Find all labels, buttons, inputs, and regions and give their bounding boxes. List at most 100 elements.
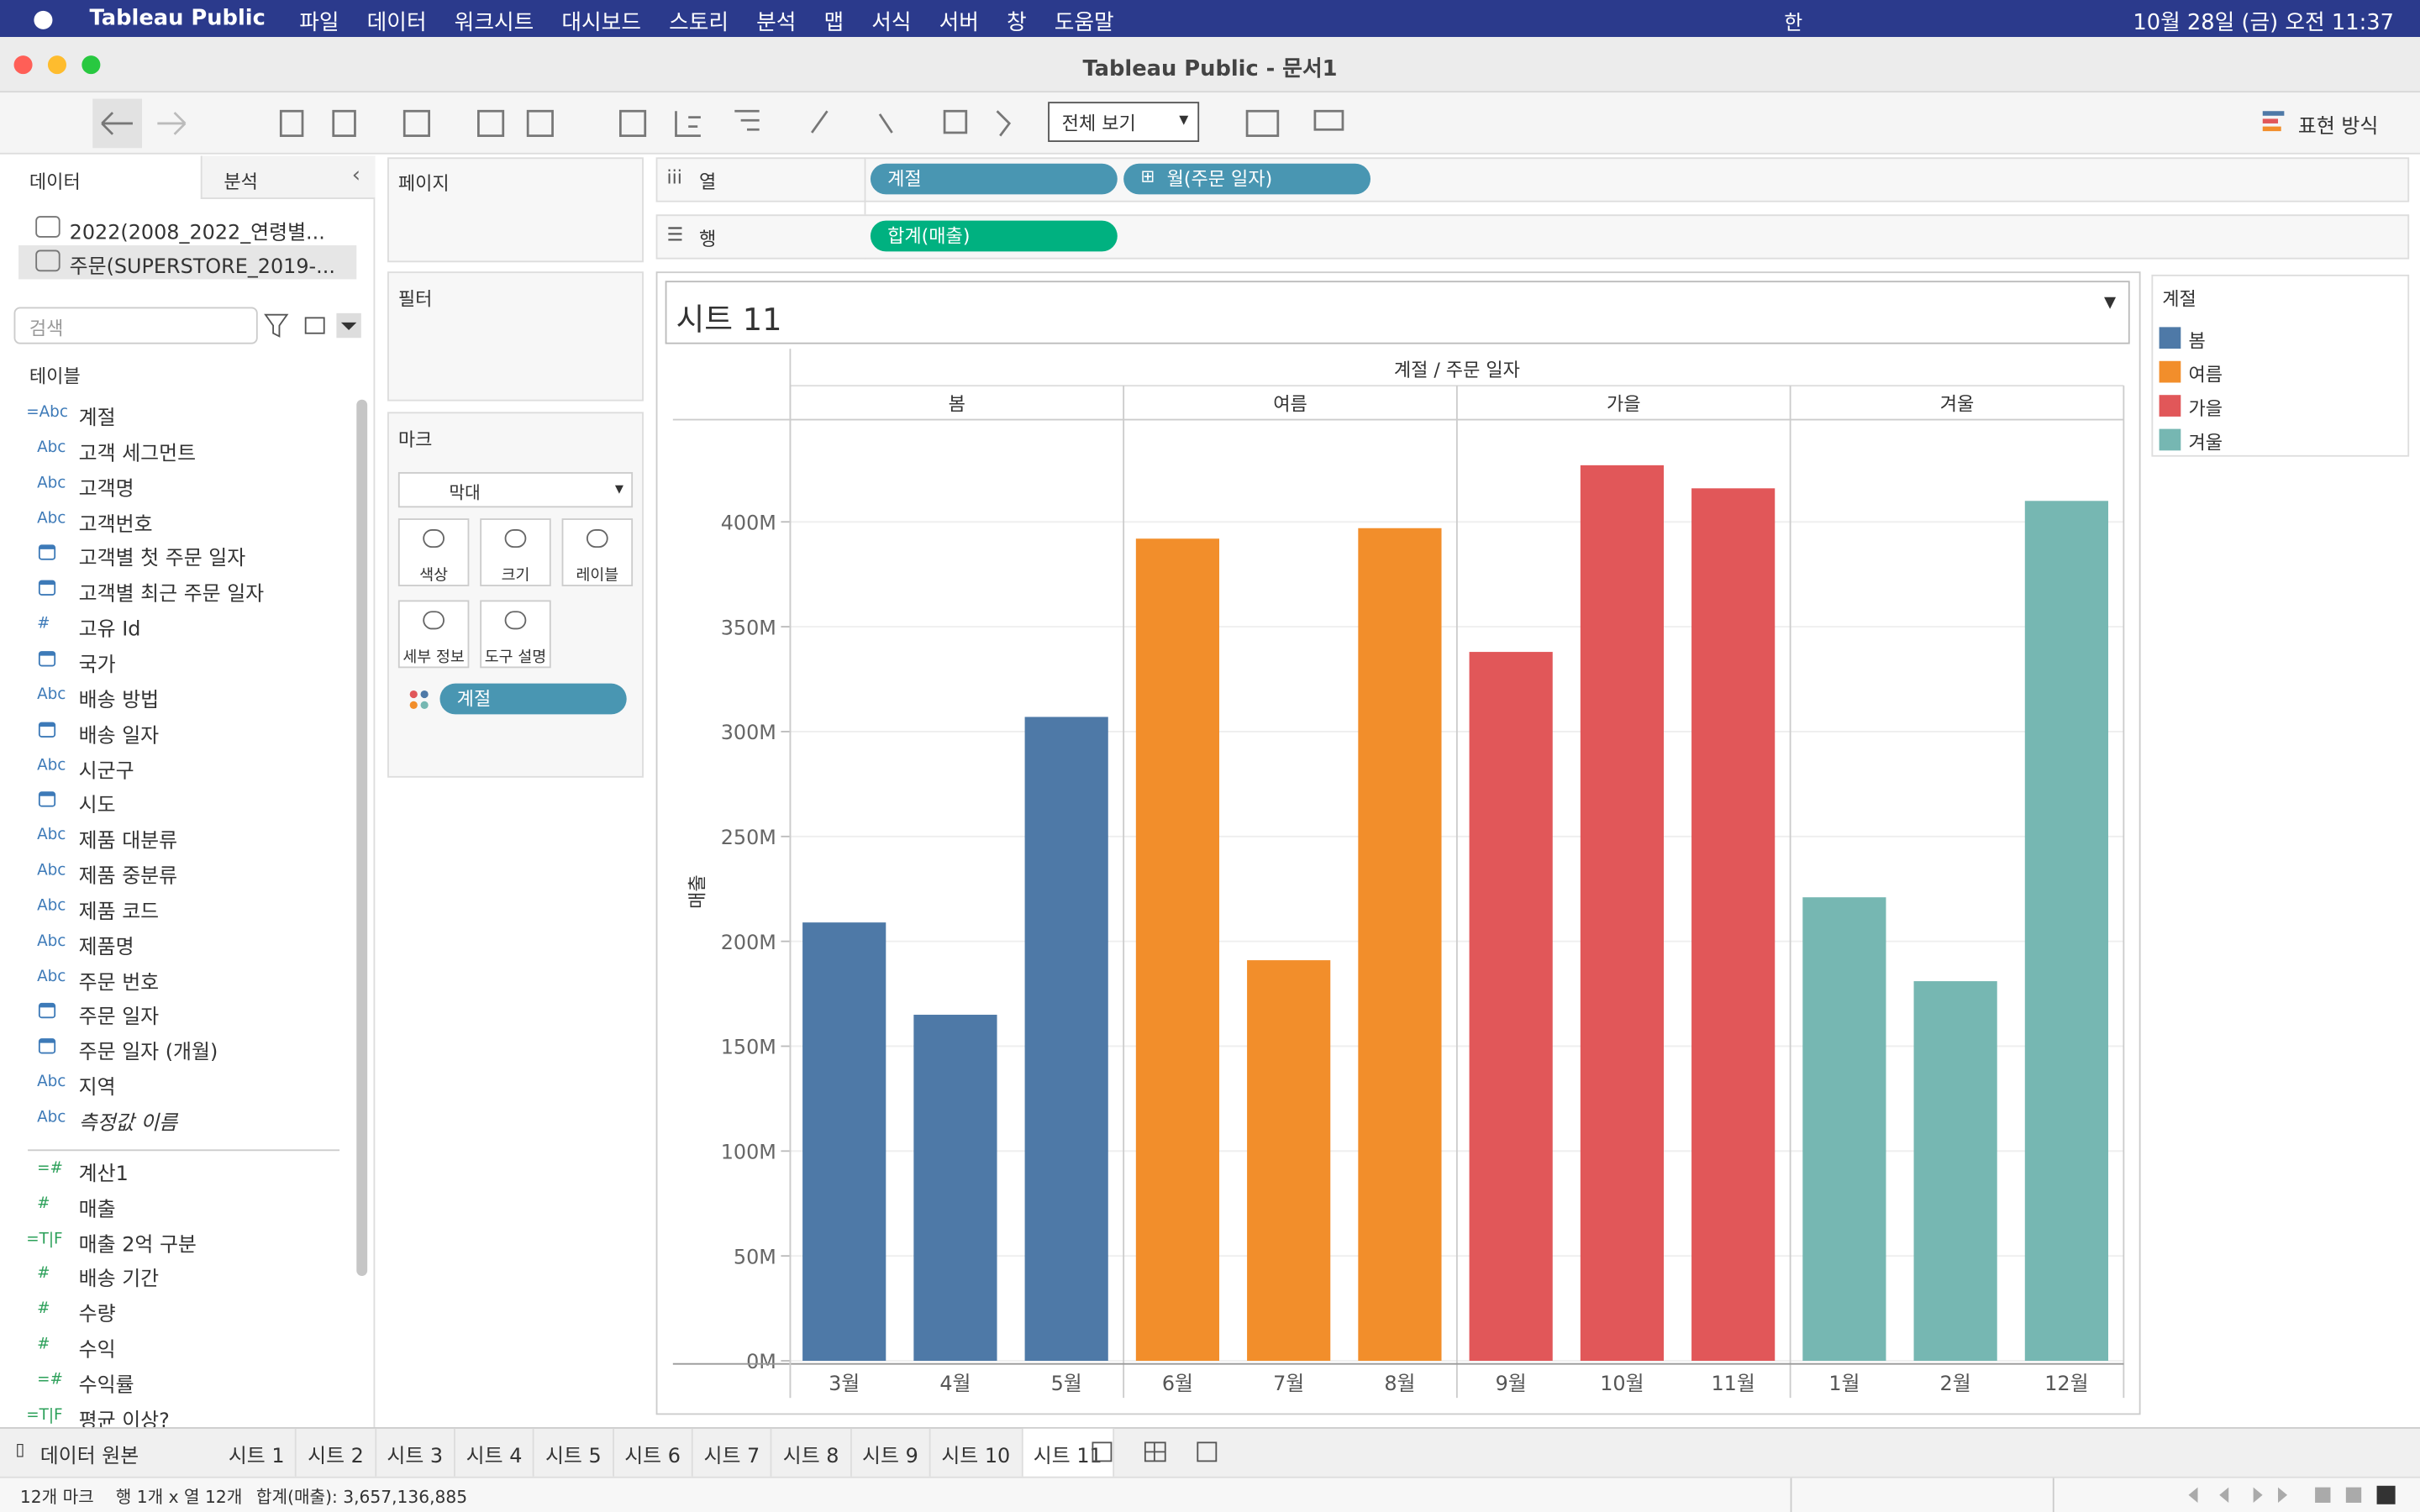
show-me[interactable]: 표현 방식	[2297, 115, 2379, 139]
menu-item[interactable]: 창	[1007, 10, 1027, 36]
sheet-tab[interactable]: 시트 2	[297, 1428, 376, 1477]
menu-item[interactable]: 분석	[756, 10, 797, 36]
field[interactable]: 시도	[78, 795, 116, 819]
toolbar-icons[interactable]	[15, 98, 1404, 149]
field[interactable]: 제품 중분류	[78, 865, 178, 890]
data-source[interactable]: 2022(2008_2022_연령별...	[69, 222, 325, 246]
menu-item[interactable]: 데이터	[366, 10, 427, 36]
field[interactable]: 고객별 첫 주문 일자	[78, 548, 246, 572]
legend-swatch	[2159, 395, 2181, 417]
legend-label[interactable]: 가을	[2188, 397, 2223, 420]
sheet-tab[interactable]: 시트 9	[851, 1428, 931, 1477]
legend	[2151, 274, 2410, 457]
legend-label[interactable]: 여름	[2188, 364, 2223, 386]
sheet-tab[interactable]: 시트 3	[376, 1428, 455, 1477]
window-controls[interactable]	[13, 54, 105, 76]
data-source[interactable]: 주문(SUPERSTORE_2019-...	[69, 255, 335, 280]
marks-button[interactable]: 도구 설명	[480, 600, 551, 669]
field[interactable]: 수익률	[78, 1374, 134, 1398]
sheet-tab[interactable]: 시트 5	[534, 1428, 614, 1477]
scrollbar[interactable]	[356, 399, 368, 1276]
field[interactable]: 주문 일자	[78, 1006, 160, 1030]
input-source[interactable]: 한	[1784, 12, 1803, 36]
field[interactable]: 수익	[78, 1339, 116, 1363]
row-pill[interactable]: 합계(매출)	[870, 220, 1118, 252]
bar	[1913, 981, 1997, 1362]
field[interactable]: 제품 코드	[78, 900, 160, 925]
menu-item[interactable]: 파일	[299, 10, 339, 36]
sheet-tab[interactable]: 시트 7	[693, 1428, 772, 1477]
mark-type-dropdown[interactable]: 막대 ▾	[397, 472, 634, 508]
field[interactable]: 주문 번호	[78, 971, 160, 995]
marks-button-icon	[423, 529, 445, 549]
status-controls[interactable]	[2182, 1484, 2414, 1506]
menu-item[interactable]: 스토리	[669, 10, 729, 36]
field[interactable]: 측정값 이름	[78, 1112, 178, 1136]
field[interactable]: 고유 Id	[78, 618, 141, 643]
bar	[1469, 652, 1553, 1362]
selected-source-bg	[18, 245, 357, 280]
field[interactable]: 지역	[78, 1077, 116, 1100]
marks-button[interactable]: 크기	[480, 518, 551, 586]
field[interactable]: 배송 일자	[78, 724, 160, 748]
data-tab[interactable]: 데이터	[29, 171, 81, 193]
search-box[interactable]: 검색	[13, 307, 258, 344]
sheet-title-box[interactable]: 시트 11 ▼	[665, 281, 2130, 344]
sheet-title: 시트 11	[676, 301, 782, 339]
field[interactable]: 계절	[78, 407, 116, 431]
sheet-tab[interactable]: 시트 4	[455, 1428, 535, 1477]
y-tick-label: 350M	[721, 616, 776, 639]
menu-item[interactable]: 서식	[871, 10, 912, 36]
marks-pill[interactable]: 계절	[439, 683, 627, 715]
pages-card	[387, 157, 644, 263]
field-icon	[38, 1003, 56, 1020]
collapse-arrow[interactable]: ‹	[351, 163, 361, 189]
field[interactable]: 국가	[78, 654, 116, 678]
marks-button[interactable]: 세부 정보	[397, 600, 470, 669]
marks-button[interactable]: 레이블	[561, 518, 634, 586]
status-text: 합계(매출): 3,657,136,885	[255, 1487, 468, 1508]
app-menu[interactable]: Tableau Public	[89, 6, 266, 31]
search-tools[interactable]	[262, 312, 364, 339]
datasource-tab[interactable]: 데이터 원본	[39, 1446, 139, 1469]
field[interactable]: 수량	[78, 1304, 116, 1328]
sheet-tab[interactable]: 시트 11	[1022, 1428, 1115, 1477]
sheet-tab[interactable]: 시트 6	[613, 1428, 693, 1477]
bar	[1580, 465, 1665, 1362]
column-pill[interactable]: 계절	[870, 163, 1118, 195]
field-icon: =#	[37, 1159, 63, 1178]
menu-item[interactable]: 맵	[823, 10, 844, 36]
field[interactable]: 매출	[78, 1198, 116, 1222]
field[interactable]: 매출 2억 구분	[78, 1233, 197, 1257]
dropdown-arrow: ▾	[1179, 108, 1189, 130]
analysis-tab[interactable]: 분석	[224, 171, 258, 193]
field[interactable]: 고객 세그먼트	[78, 442, 197, 466]
field[interactable]: 고객명	[78, 477, 134, 501]
field[interactable]: 고객별 최근 주문 일자	[78, 583, 265, 607]
field[interactable]: 계산1	[78, 1163, 129, 1187]
menu-item[interactable]: 워크시트	[454, 10, 534, 36]
menu-item[interactable]: 서버	[939, 10, 979, 36]
field[interactable]: 제품 대분류	[78, 830, 178, 854]
field[interactable]: 주문 일자 (개월)	[78, 1042, 218, 1065]
field[interactable]: 배송 방법	[78, 689, 160, 713]
sheet-tab[interactable]: 시트 10	[930, 1428, 1023, 1477]
field-icon	[38, 791, 56, 808]
marks-button[interactable]: 색상	[397, 518, 470, 586]
legend-label[interactable]: 봄	[2188, 330, 2206, 352]
sheet-tab[interactable]: 시트 8	[772, 1428, 852, 1477]
sheet-tab[interactable]: 시트 1	[218, 1428, 297, 1477]
new-sheet-icons[interactable]	[1090, 1438, 1228, 1466]
field[interactable]: 시군구	[78, 759, 134, 784]
column-pill[interactable]: 월(주문 일자)	[1123, 163, 1371, 195]
fit-dropdown[interactable]: 전체 보기 ▾	[1048, 102, 1200, 142]
menu-item[interactable]: 도움말	[1054, 10, 1114, 36]
field[interactable]: 고객번호	[78, 512, 153, 537]
window-title: Tableau Public - 문서1	[1082, 56, 1338, 82]
field[interactable]: 배송 기간	[78, 1268, 160, 1293]
legend-label[interactable]: 겨울	[2188, 432, 2223, 454]
menu-item[interactable]: 대시보드	[561, 10, 642, 36]
marks-button-label: 크기	[501, 567, 530, 585]
field[interactable]: 제품명	[78, 936, 134, 959]
data-pane	[0, 155, 376, 1427]
